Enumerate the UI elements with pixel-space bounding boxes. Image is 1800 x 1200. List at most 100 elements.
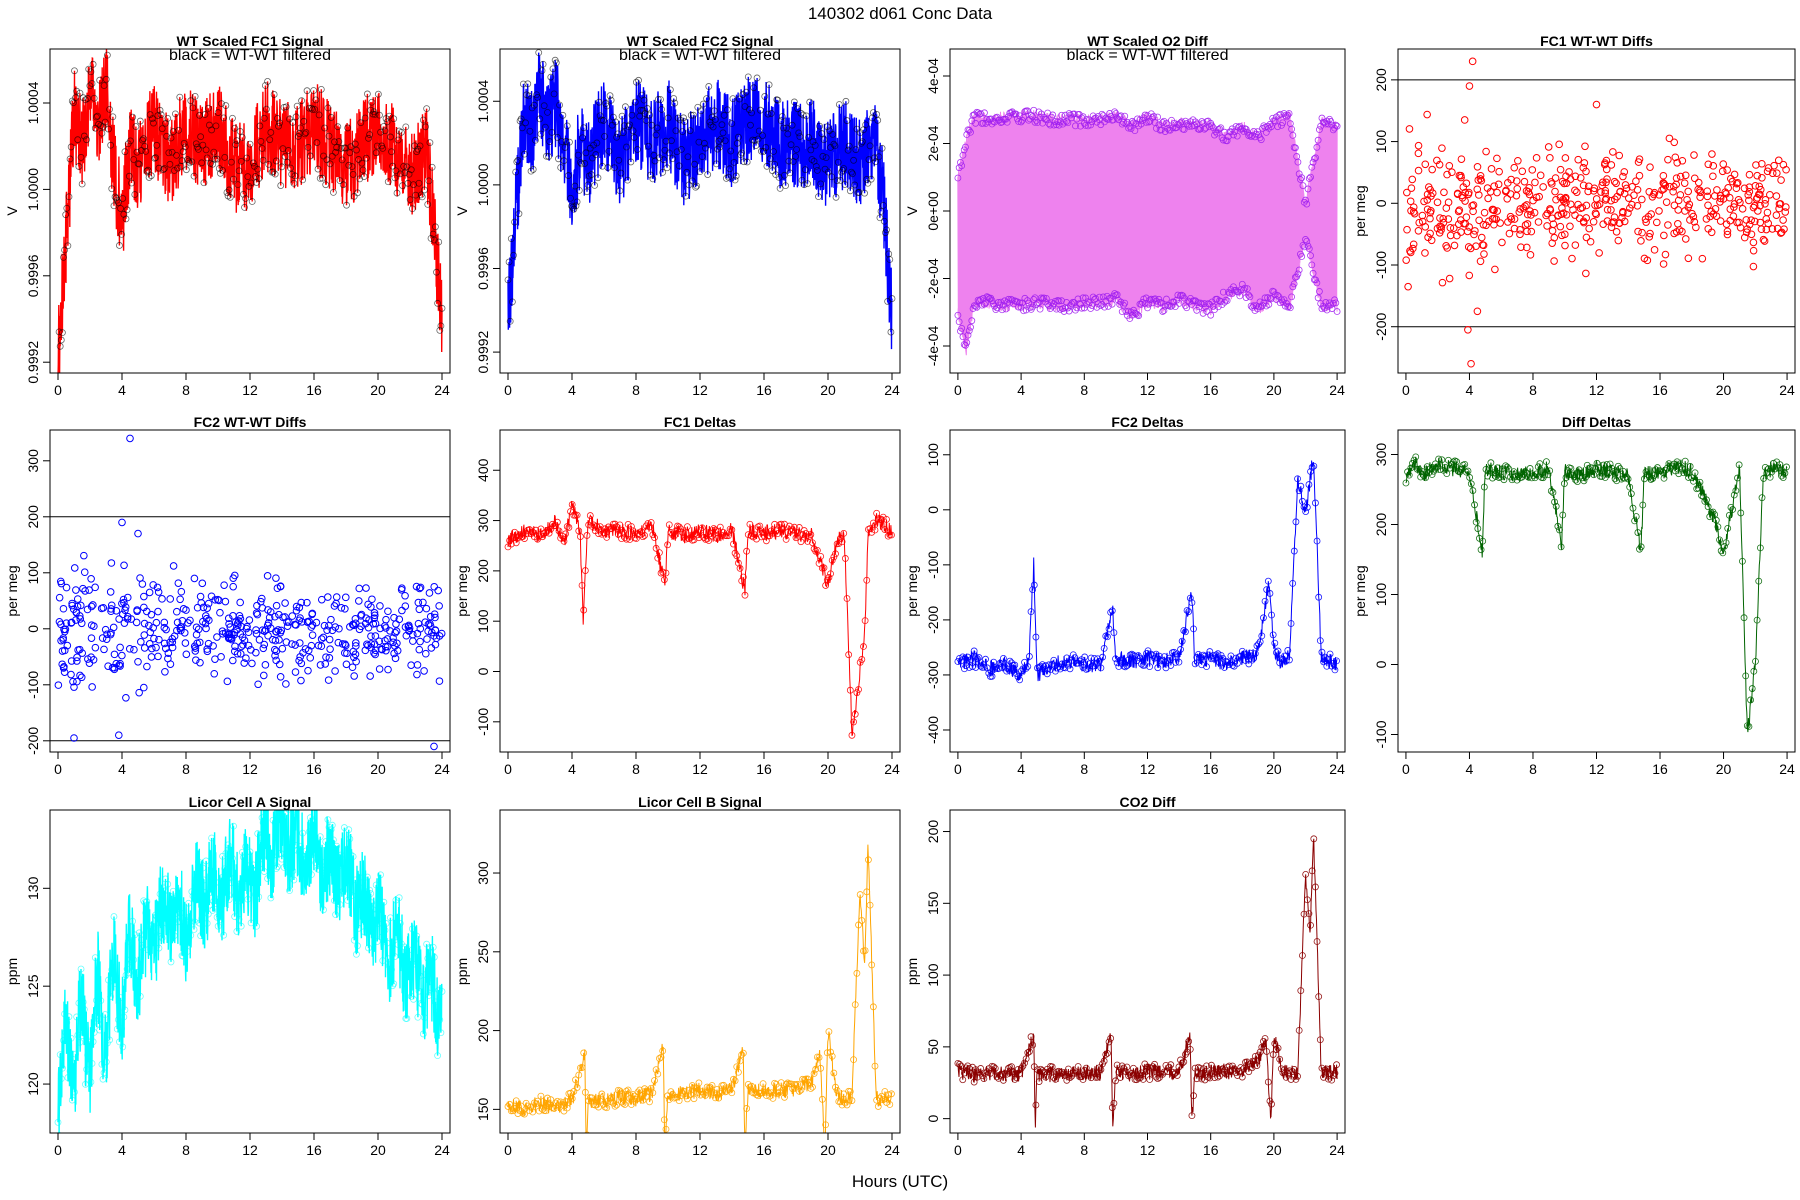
x-tick-label: 16 xyxy=(1203,1142,1219,1158)
data-point xyxy=(398,128,405,136)
data-point xyxy=(1615,219,1624,227)
data-point xyxy=(769,167,776,175)
data-point xyxy=(1659,260,1668,268)
data-point xyxy=(191,918,199,926)
x-tick-label: 24 xyxy=(1779,761,1795,777)
data-point xyxy=(863,576,871,584)
data-point xyxy=(553,134,561,141)
data-point xyxy=(242,843,250,850)
data-point xyxy=(357,119,365,127)
data-point xyxy=(164,114,172,122)
data-point xyxy=(955,318,963,326)
data-point xyxy=(1203,663,1210,671)
data-point xyxy=(1549,220,1558,228)
data-point xyxy=(235,167,243,175)
data-point xyxy=(1271,291,1279,299)
data-point xyxy=(1170,1070,1178,1078)
y-tick-label: 1.0000 xyxy=(25,168,41,211)
data-point xyxy=(649,175,657,183)
data-point xyxy=(408,205,416,213)
data-point xyxy=(1209,1070,1217,1078)
data-point xyxy=(665,1096,673,1103)
data-point xyxy=(209,642,217,650)
data-point xyxy=(1198,1075,1206,1083)
data-point xyxy=(1690,477,1697,485)
data-point xyxy=(77,153,85,161)
data-point xyxy=(1003,667,1011,675)
data-point xyxy=(1681,171,1690,180)
data-point xyxy=(656,549,663,557)
data-point xyxy=(1230,283,1237,291)
data-point xyxy=(421,186,428,194)
data-point xyxy=(312,618,321,627)
data-point xyxy=(1641,475,1648,483)
data-point xyxy=(851,181,859,189)
data-point xyxy=(961,665,968,673)
data-point xyxy=(225,620,233,628)
data-point xyxy=(362,154,370,162)
data-point xyxy=(1066,665,1074,673)
data-point xyxy=(820,564,828,572)
data-point xyxy=(982,655,989,663)
data-point xyxy=(1178,1059,1186,1067)
data-point xyxy=(57,1075,65,1083)
data-point xyxy=(636,531,644,539)
data-point xyxy=(371,920,379,928)
data-point xyxy=(438,988,446,995)
data-point xyxy=(1276,1055,1284,1063)
data-point xyxy=(740,158,748,166)
data-point xyxy=(1562,210,1571,219)
data-point xyxy=(583,188,591,196)
data-point xyxy=(695,534,703,542)
data-point xyxy=(275,660,284,669)
data-point xyxy=(1422,474,1429,482)
data-point xyxy=(1487,165,1496,173)
data-point xyxy=(320,906,327,914)
data-point xyxy=(747,121,754,129)
data-point xyxy=(615,156,623,164)
data-point xyxy=(329,188,337,196)
data-point xyxy=(835,101,843,108)
data-point xyxy=(724,106,731,114)
data-point xyxy=(1098,110,1106,118)
data-point xyxy=(1126,315,1134,322)
data-point xyxy=(293,102,301,110)
data-point xyxy=(1516,225,1524,234)
data-point xyxy=(346,835,354,843)
data-point xyxy=(215,165,223,172)
data-point xyxy=(1036,305,1044,313)
data-point xyxy=(1512,177,1521,185)
data-point xyxy=(1159,308,1167,315)
data-point xyxy=(370,609,379,617)
data-point xyxy=(777,117,785,125)
data-point xyxy=(522,119,529,127)
data-point xyxy=(1436,214,1444,222)
data-point xyxy=(1515,208,1524,216)
data-point xyxy=(1592,210,1600,219)
data-point xyxy=(1561,241,1569,250)
x-tick-label: 24 xyxy=(884,761,900,777)
data-point xyxy=(1298,253,1306,260)
data-point xyxy=(713,160,720,168)
data-point xyxy=(703,95,710,102)
data-point xyxy=(1557,543,1565,551)
data-point xyxy=(350,672,358,680)
data-point xyxy=(623,1087,630,1095)
series-line xyxy=(1405,456,1788,733)
data-point xyxy=(514,1110,522,1117)
data-point xyxy=(270,645,279,654)
data-point xyxy=(303,618,312,627)
data-point xyxy=(1078,114,1086,122)
data-point xyxy=(1453,190,1462,199)
data-point xyxy=(601,525,609,533)
data-point xyxy=(1015,303,1022,311)
data-point xyxy=(682,535,690,543)
data-point xyxy=(743,1105,751,1112)
data-point xyxy=(991,1064,999,1072)
x-tick-label: 12 xyxy=(242,761,258,777)
data-point xyxy=(341,640,349,648)
data-point xyxy=(1332,299,1340,307)
data-point xyxy=(427,984,435,991)
data-point xyxy=(1730,203,1738,211)
data-point xyxy=(613,133,621,141)
